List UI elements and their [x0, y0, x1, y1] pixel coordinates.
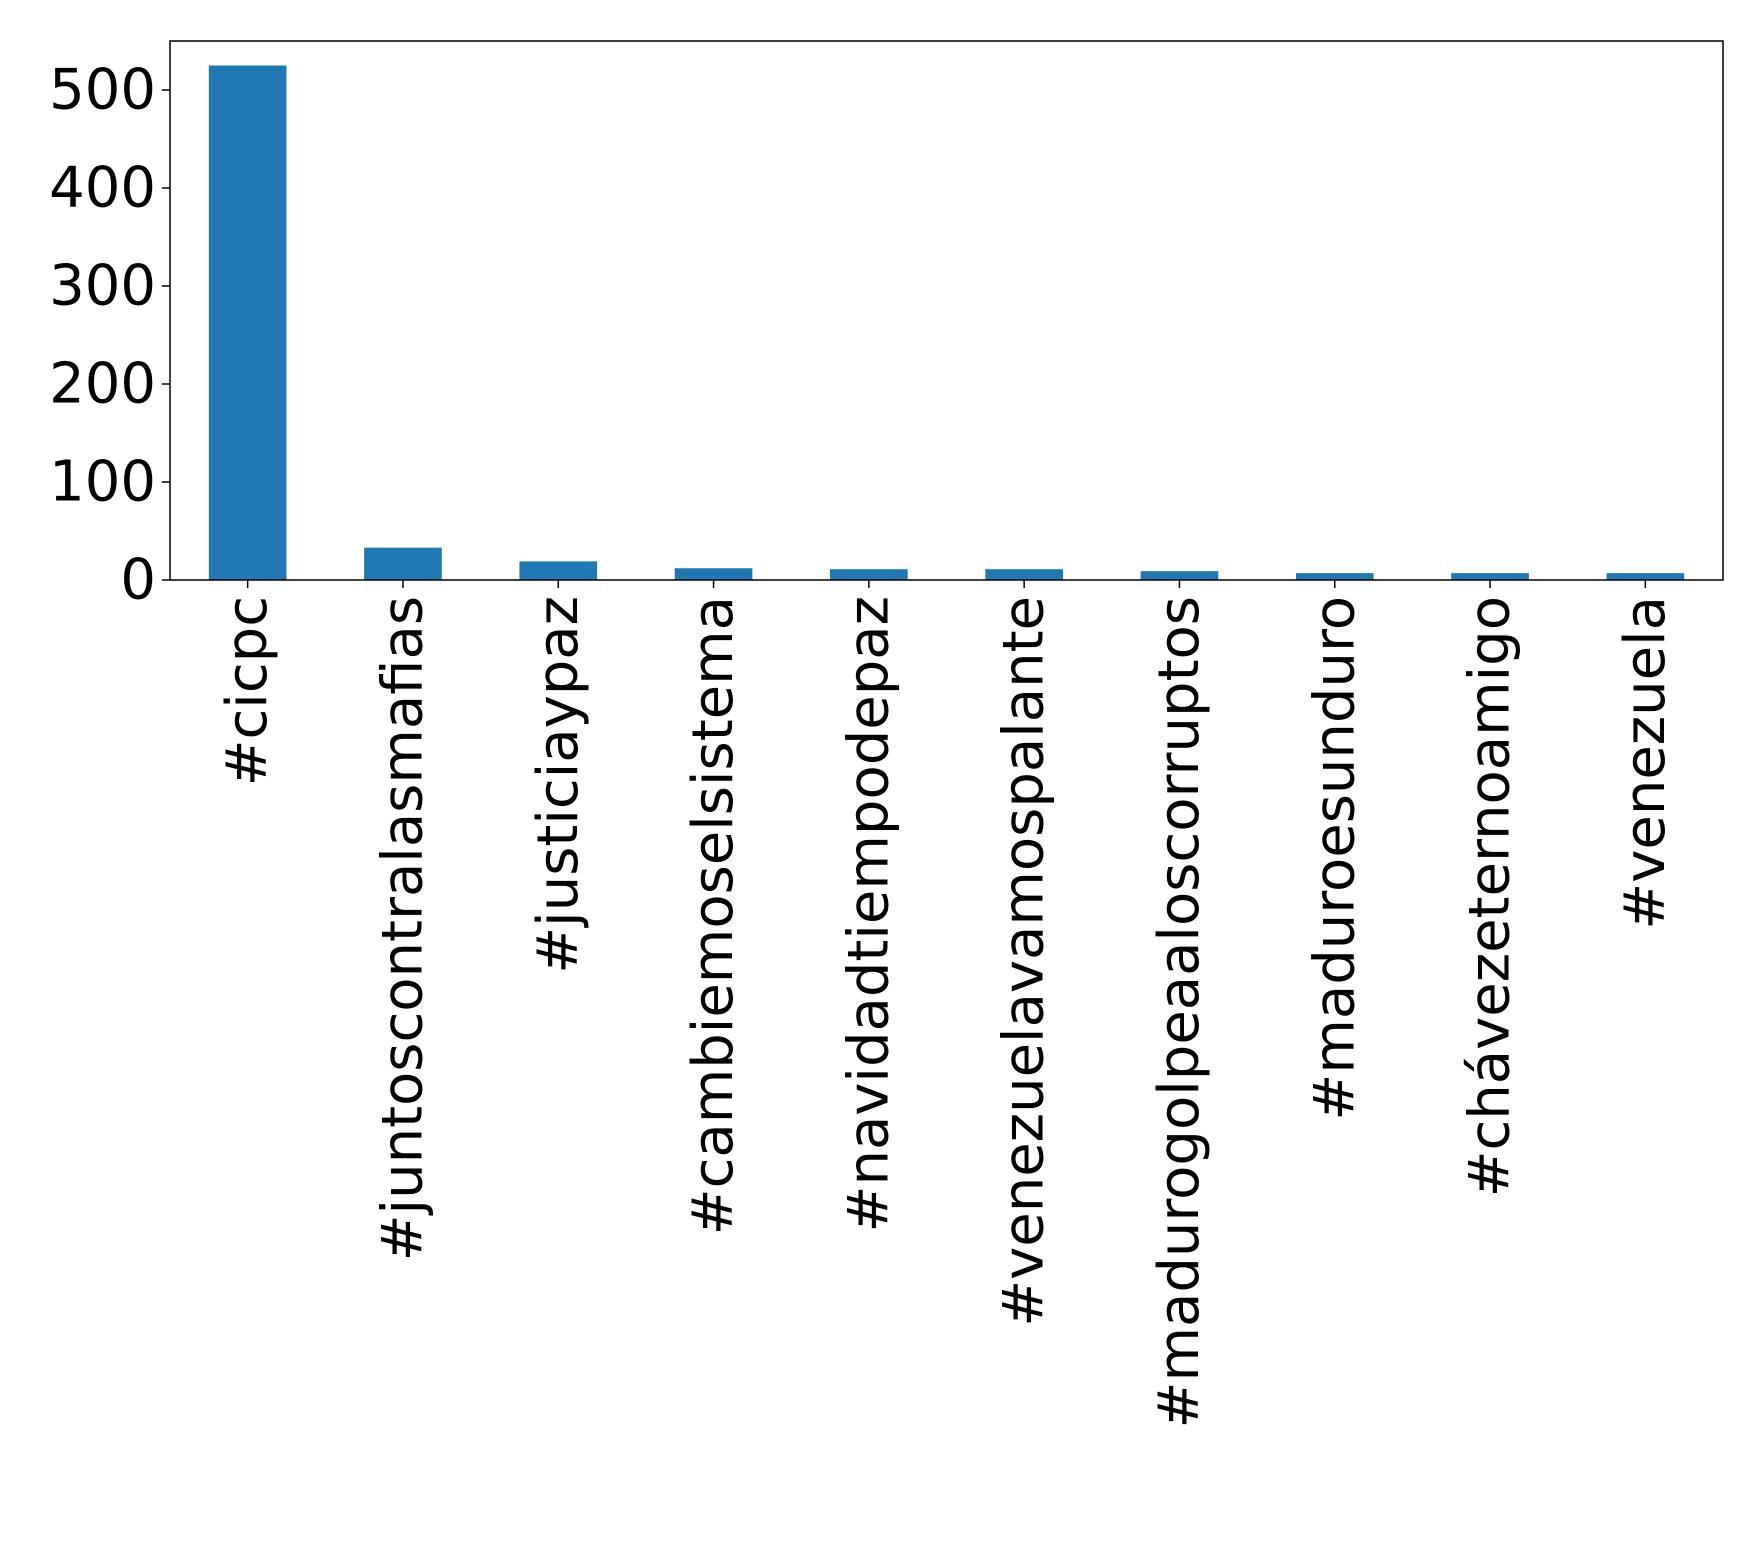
bar	[674, 568, 753, 580]
y-tick-label: 200	[49, 352, 156, 417]
x-tick-label: #cambiemoselsistema	[681, 596, 746, 1235]
bar	[1451, 573, 1529, 580]
x-tick-label: #juntoscontralasmafias	[370, 596, 435, 1261]
x-tick-label: #venezuelavamospalante	[992, 596, 1057, 1327]
y-tick-label: 400	[49, 156, 156, 221]
x-tick-label: #venezuela	[1613, 596, 1678, 930]
y-tick-label: 100	[49, 450, 156, 515]
bar	[364, 547, 442, 580]
bar	[208, 65, 287, 580]
x-tick-label: #madurogolpeaaloscorruptos	[1147, 596, 1212, 1428]
x-tick-label: #cicpc	[215, 596, 280, 786]
y-tick-label: 300	[49, 254, 156, 319]
x-axis: #cicpc #juntoscontralasmafias #justiciaypa…	[215, 580, 1678, 1428]
plot-frame	[169, 40, 1724, 581]
bar	[1295, 573, 1374, 580]
y-tick-label: 0	[120, 548, 156, 613]
x-tick-label: #navidadtiempodepaz	[836, 596, 901, 1232]
bar	[830, 569, 908, 580]
x-tick-label: #chávezeternoamigo	[1458, 596, 1523, 1197]
x-tick-label: #maduroesunduro	[1302, 596, 1367, 1121]
x-tick-label: #justiciaypaz	[526, 596, 591, 974]
bar	[1606, 573, 1685, 580]
y-axis: 0 100 200 300 400 500	[49, 58, 170, 613]
bars-group	[208, 65, 1685, 580]
bar	[1140, 571, 1219, 580]
y-tick-label: 500	[49, 58, 156, 123]
bar	[519, 561, 598, 580]
bar	[985, 569, 1063, 580]
